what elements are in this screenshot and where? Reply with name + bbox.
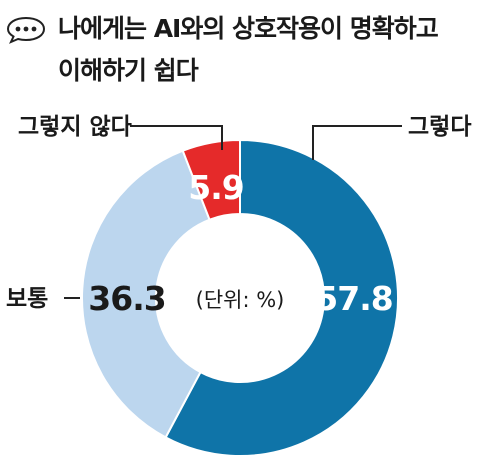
- speech-bubble-icon: [6, 16, 46, 44]
- value-label-no: 5.9: [188, 168, 243, 207]
- category-label-yes: 그렇다: [408, 114, 471, 140]
- title-line-1: 나에게는 AI와의 상호작용이 명확하고: [58, 14, 439, 43]
- value-label-yes: 57.8: [315, 279, 392, 318]
- unit-note: (단위: %): [196, 288, 285, 312]
- leader-line-no: [130, 125, 223, 150]
- slice-neutral: [81, 149, 211, 439]
- leader-line-yes: [312, 125, 402, 160]
- donut-slices: [81, 138, 399, 457]
- title-line-2: 이해하기 쉽다: [58, 56, 199, 85]
- value-label-neutral: 36.3: [88, 279, 165, 318]
- category-label-neutral: 보통: [6, 286, 48, 312]
- slice-yes: [164, 138, 399, 457]
- category-label-no: 그렇지 않다: [18, 114, 132, 140]
- slice-no: [181, 138, 241, 222]
